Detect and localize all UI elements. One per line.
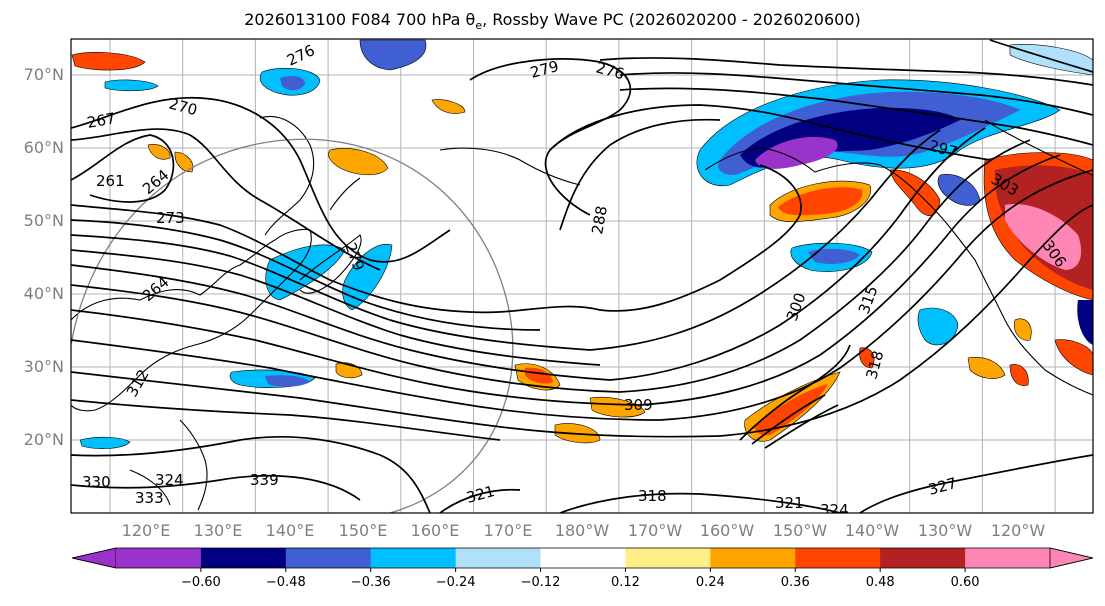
colorbar: −0.60 −0.48 −0.36 −0.24 −0.12 0.12 0.24 0.36 0.4…: [71, 547, 1094, 590]
positive-anomaly-blob: [754, 384, 828, 436]
colorbar-tick-label: −0.60: [181, 575, 221, 590]
positive-anomaly-blob: [1054, 339, 1093, 376]
lat-label: 20°N: [24, 430, 64, 449]
lon-label: 180°W: [555, 521, 610, 540]
positive-anomaly-blob: [967, 357, 1006, 379]
negative-anomaly-blob: [917, 307, 959, 346]
contour-label: 333: [135, 489, 164, 507]
lon-label: 170°W: [628, 521, 683, 540]
lon-label: 160°W: [700, 521, 755, 540]
lon-label: 120°E: [122, 521, 171, 540]
colorbar-tick-label: −0.48: [266, 575, 306, 590]
negative-anomaly-blob: [104, 79, 159, 92]
lon-label: 130°W: [918, 521, 973, 540]
lat-label: 50°N: [24, 211, 64, 230]
contour-label: 261: [96, 172, 125, 190]
plot-title: 2026013100 F084 700 hPa θe, Rossby Wave …: [244, 10, 861, 33]
colorbar-segment: [370, 548, 457, 568]
negative-anomaly-blob: [342, 243, 393, 311]
lon-label: 150°E: [339, 521, 388, 540]
lat-label: 40°N: [24, 284, 64, 303]
lon-label: 130°E: [194, 521, 243, 540]
longitude-labels: 120°E 130°E 140°E 150°E 160°E 170°E 180°…: [122, 521, 1046, 540]
negative-anomaly-blob: [808, 248, 860, 264]
colorbar-segment: [880, 548, 966, 568]
contour-label: 318: [638, 487, 667, 505]
lon-label: 140°W: [845, 521, 900, 540]
latitude-labels: 70°N 60°N 50°N 40°N 30°N 20°N: [24, 65, 64, 449]
positive-anomaly-blob: [859, 347, 875, 369]
theta-e-contours: [71, 39, 1093, 513]
colorbar-segment: [795, 548, 881, 568]
positive-anomaly-blob: [328, 148, 389, 176]
contour-label: 324: [155, 471, 184, 489]
contour-label: 273: [156, 209, 185, 227]
map-frame: [70, 38, 1094, 514]
positive-anomaly-blob: [778, 187, 863, 216]
lon-label: 120°W: [991, 521, 1046, 540]
positive-anomaly-blob: [1014, 318, 1032, 341]
colorbar-outline: [71, 547, 1094, 569]
colorbar-segment: [710, 548, 796, 568]
colorbar-extend-low: [71, 547, 117, 569]
colorbar-tick-label: 0.60: [951, 575, 980, 590]
colorbar-segment: [200, 548, 287, 568]
lat-label: 30°N: [24, 357, 64, 376]
positive-anomaly-blob: [431, 99, 466, 114]
contour-label: 330: [82, 473, 111, 491]
contour-label: 309: [624, 396, 653, 414]
colorbar-tick-label: 0.48: [866, 575, 895, 590]
colorbar-tick-label: 0.36: [781, 575, 810, 590]
colorbar-segment: [625, 548, 711, 568]
colorbar-tick-label: −0.36: [351, 575, 391, 590]
negative-anomaly-blob: [359, 39, 427, 71]
colorbar-tick-label: −0.12: [521, 575, 561, 590]
colorbar-segment: [285, 548, 372, 568]
contour-label: 324: [820, 501, 849, 519]
coastlines: [71, 116, 1093, 511]
positive-anomaly-blob: [1009, 364, 1029, 386]
lon-label: 140°E: [266, 521, 315, 540]
contour-label: 321: [775, 494, 804, 512]
negative-anomaly-blob: [265, 375, 310, 387]
positive-anomaly-blob: [71, 52, 146, 71]
colorbar-segment: [116, 548, 202, 568]
great-circle-arc: [71, 138, 514, 513]
contour-label: 339: [250, 471, 279, 489]
anomaly-shading: [71, 39, 1093, 449]
contour-label: 288: [588, 204, 611, 235]
contour-label: 267: [86, 109, 117, 132]
lon-label: 150°W: [773, 521, 828, 540]
negative-anomaly-blob: [755, 136, 838, 169]
positive-anomaly-blob: [174, 151, 194, 173]
negative-anomaly-blob: [79, 436, 131, 449]
lat-label: 70°N: [24, 65, 64, 84]
negative-anomaly-blob: [1077, 300, 1093, 345]
positive-anomaly-blob: [147, 144, 171, 160]
colorbar-segment: [455, 548, 542, 568]
negative-anomaly-blob: [280, 76, 305, 91]
positive-anomaly-blob: [589, 397, 646, 418]
colorbar-segment: [540, 548, 626, 568]
lat-label: 60°N: [24, 138, 64, 157]
colorbar-tick-label: 0.12: [611, 575, 640, 590]
colorbar-tick-label: 0.24: [696, 575, 725, 590]
colorbar-segment: [965, 548, 1051, 568]
lon-label: 160°E: [411, 521, 460, 540]
lon-label: 170°E: [484, 521, 533, 540]
colorbar-tick-label: −0.24: [436, 575, 476, 590]
colorbar-extend-high: [1049, 547, 1094, 569]
positive-anomaly-blob: [1005, 204, 1082, 270]
